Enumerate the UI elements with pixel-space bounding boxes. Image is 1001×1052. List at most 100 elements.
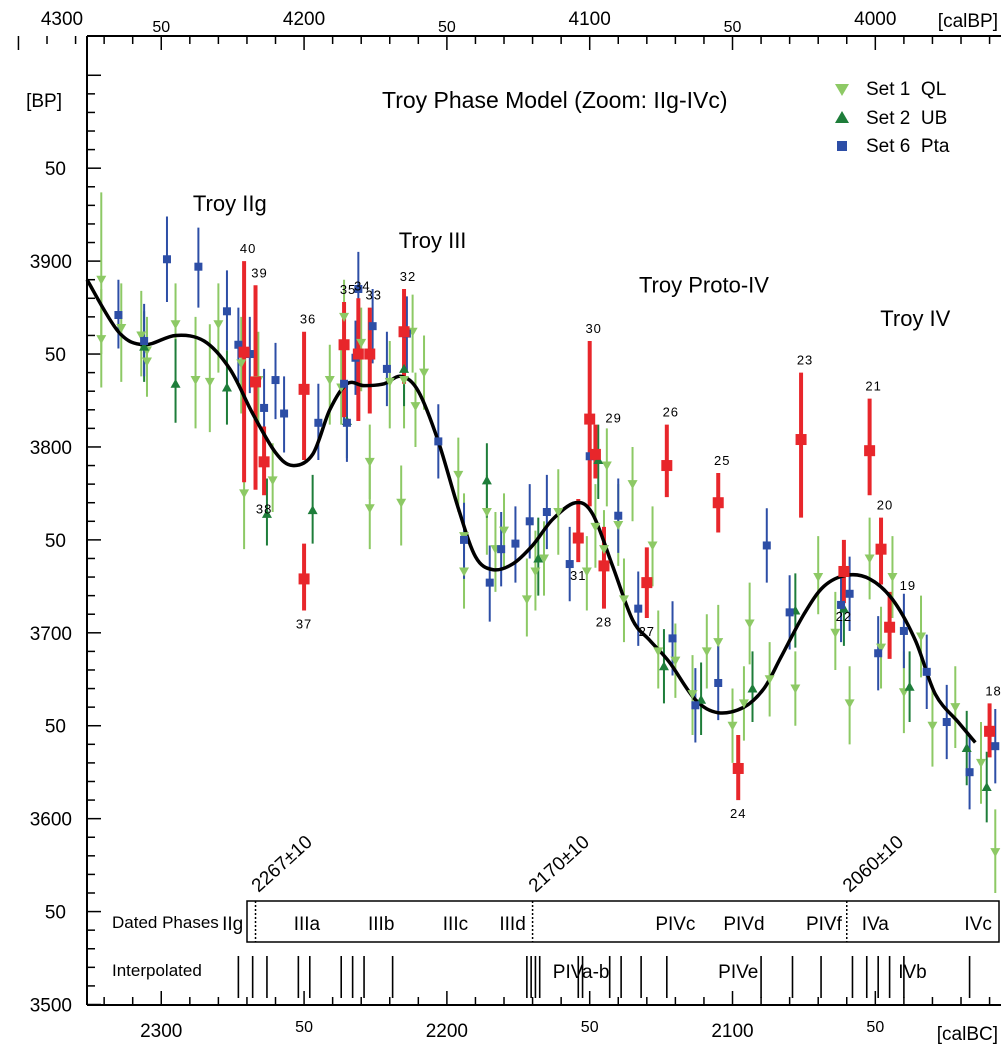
data-point-square bbox=[245, 350, 254, 359]
sample-number-label: 18 bbox=[985, 683, 1001, 698]
model-curve bbox=[85, 278, 977, 744]
interpolated-phase-label: PIVe bbox=[718, 962, 758, 983]
y-tick-label: 3600 bbox=[30, 810, 72, 831]
y-minor-tick-label: 50 bbox=[45, 531, 66, 552]
data-point-square bbox=[965, 768, 974, 777]
red-sample-point bbox=[572, 532, 584, 544]
y-minor-tick-label: 50 bbox=[45, 159, 66, 180]
sample-number-label: 19 bbox=[900, 578, 916, 593]
data-point-square bbox=[280, 409, 289, 418]
data-point-triangle-down bbox=[713, 638, 724, 648]
interpolated-label: Interpolated bbox=[112, 961, 202, 980]
red-sample-point bbox=[712, 497, 724, 509]
data-point-triangle-up bbox=[747, 683, 758, 693]
top-tick-label: 4000 bbox=[854, 9, 896, 30]
red-sample-point bbox=[884, 621, 896, 633]
y-tick-label: 3800 bbox=[30, 438, 72, 459]
data-point-triangle-down bbox=[701, 647, 712, 657]
sample-number-label: 35 bbox=[340, 282, 356, 297]
x-minor-tick-label: 50 bbox=[295, 1019, 313, 1036]
red-sample-point bbox=[584, 413, 596, 425]
red-sample-point bbox=[238, 346, 250, 358]
data-point-square bbox=[762, 541, 771, 550]
red-sample-point bbox=[589, 448, 601, 460]
data-point-triangle-down bbox=[419, 368, 430, 378]
data-point-triangle-down bbox=[170, 320, 181, 330]
data-point-square bbox=[354, 284, 363, 293]
data-point-triangle-down bbox=[790, 684, 801, 694]
data-point-triangle-up bbox=[399, 363, 410, 373]
y-axis-label: [BP] bbox=[26, 91, 62, 112]
data-point-triangle-down bbox=[738, 699, 749, 709]
sample-number-label: 22 bbox=[836, 609, 852, 624]
red-sample-point bbox=[641, 577, 653, 589]
data-point-square bbox=[668, 634, 677, 643]
data-point-square bbox=[497, 545, 506, 554]
data-point-triangle-up bbox=[170, 378, 181, 388]
data-point-square bbox=[991, 742, 1000, 751]
data-point-square bbox=[340, 379, 349, 388]
red-sample-point bbox=[258, 456, 270, 468]
data-point-triangle-down bbox=[598, 545, 609, 555]
data-point-triangle-up bbox=[261, 508, 272, 518]
data-point-triangle-up bbox=[533, 553, 544, 563]
data-point-triangle-down bbox=[601, 461, 612, 471]
data-point-triangle-down bbox=[670, 656, 681, 666]
data-point-triangle-down bbox=[744, 619, 755, 629]
data-point-square bbox=[314, 418, 323, 427]
x-tick-label: 2300 bbox=[140, 1021, 182, 1042]
data-point-triangle-down bbox=[356, 338, 367, 348]
data-point-triangle-down bbox=[236, 359, 247, 369]
data-point-triangle-down bbox=[927, 721, 938, 731]
data-point-square bbox=[837, 600, 846, 609]
red-sample-point bbox=[298, 573, 310, 585]
phase-label: Troy IIg bbox=[193, 191, 267, 216]
data-point-triangle-down bbox=[141, 357, 152, 367]
data-point-square bbox=[922, 667, 931, 676]
data-point-triangle-down bbox=[687, 690, 698, 700]
legend-label: Set 6 Pta bbox=[866, 136, 950, 157]
data-point-triangle-down bbox=[453, 470, 464, 480]
red-sample-point bbox=[250, 376, 262, 388]
data-point-square bbox=[565, 560, 574, 569]
data-point-triangle-down bbox=[864, 554, 875, 564]
data-point-square bbox=[899, 626, 908, 635]
dated-phase-label: IIg bbox=[222, 914, 243, 935]
data-point-triangle-down bbox=[647, 541, 658, 551]
data-point-square bbox=[634, 604, 643, 613]
red-sample-point bbox=[875, 543, 887, 555]
red-sample-point bbox=[838, 565, 850, 577]
sample-number-label: 23 bbox=[797, 353, 813, 368]
data-point-triangle-down bbox=[530, 567, 541, 577]
data-point-triangle-down bbox=[384, 377, 395, 387]
x-tick-label: 2100 bbox=[711, 1021, 753, 1042]
data-point-square bbox=[382, 364, 391, 373]
y-minor-tick-label: 50 bbox=[45, 903, 66, 924]
top-minor-tick-label: 50 bbox=[724, 19, 742, 36]
data-point-triangle-down bbox=[830, 628, 841, 638]
sample-number-label: 32 bbox=[400, 269, 416, 284]
data-point-triangle-down bbox=[136, 331, 147, 341]
sample-number-label: 28 bbox=[596, 615, 612, 630]
red-sample-point bbox=[732, 762, 744, 774]
data-point-triangle-down bbox=[399, 376, 410, 386]
legend-marker bbox=[837, 141, 847, 151]
data-point-square bbox=[714, 678, 723, 687]
red-sample-point bbox=[352, 348, 364, 360]
data-point-square bbox=[614, 511, 623, 520]
data-point-triangle-down bbox=[627, 480, 638, 490]
data-point-triangle-down bbox=[950, 703, 961, 713]
data-point-triangle-down bbox=[267, 476, 278, 486]
data-point-square bbox=[460, 535, 469, 544]
data-point-square bbox=[691, 701, 700, 710]
data-point-square bbox=[368, 322, 377, 331]
data-point-square bbox=[260, 403, 269, 412]
dated-phase-label: IIIc bbox=[443, 914, 468, 935]
data-point-triangle-up bbox=[481, 475, 492, 485]
data-point-square bbox=[874, 649, 883, 658]
x-axis-label: [calBC] bbox=[937, 1024, 998, 1045]
data-point-triangle-down bbox=[116, 324, 127, 334]
data-point-triangle-down bbox=[813, 573, 824, 583]
data-point-square bbox=[542, 508, 551, 517]
